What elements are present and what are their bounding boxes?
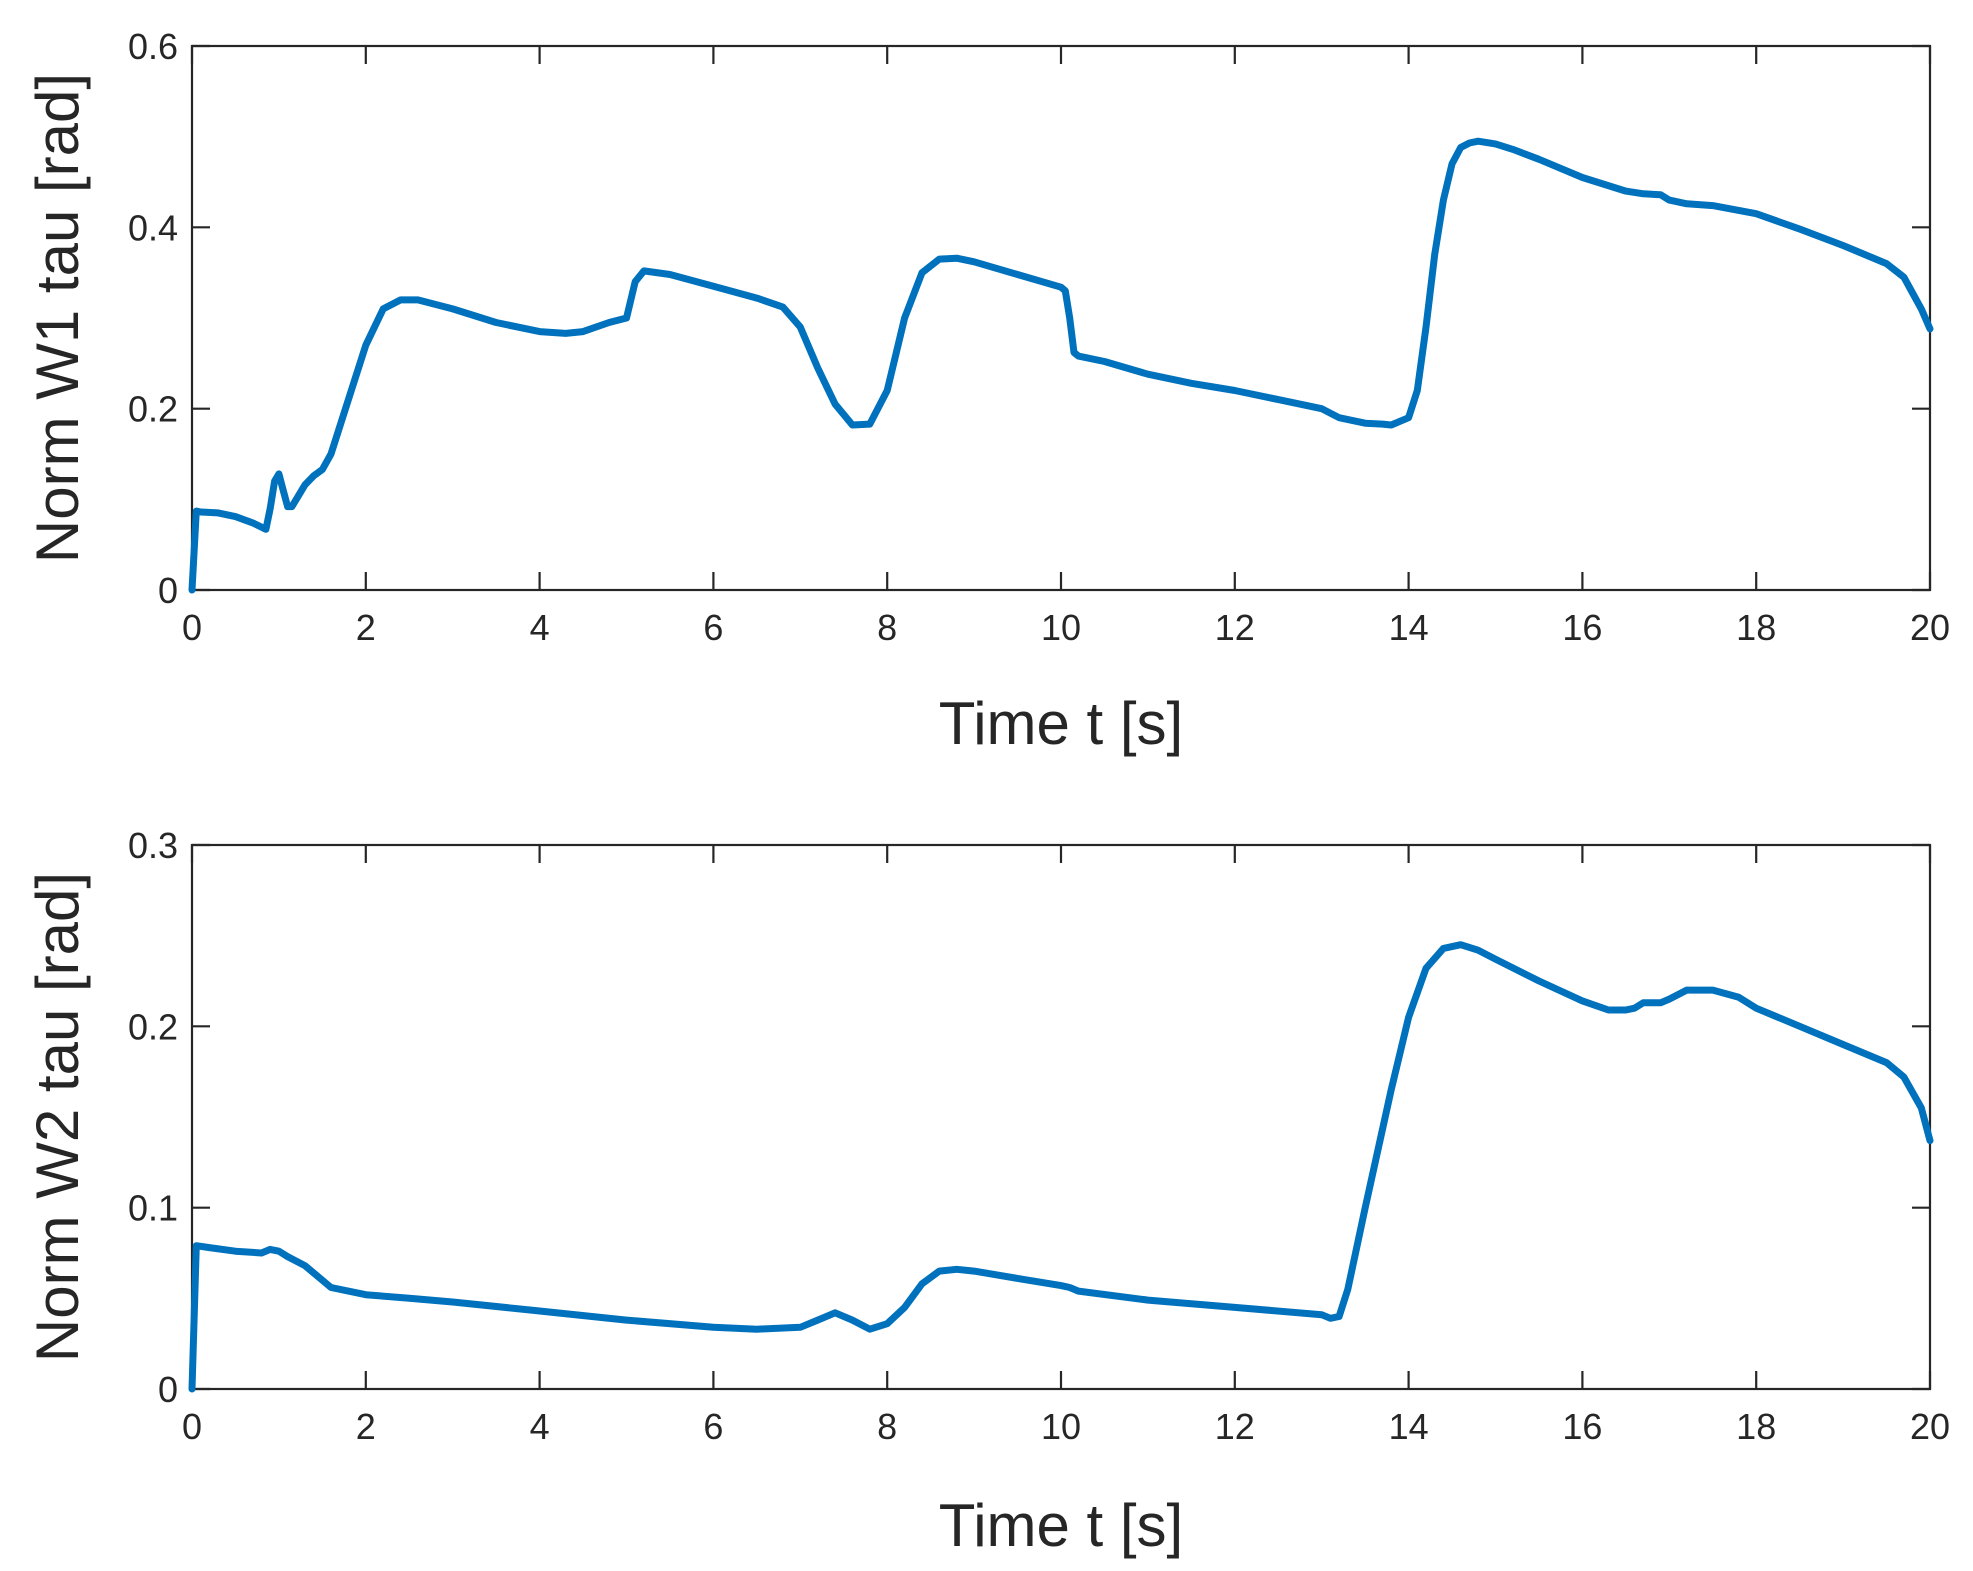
series-w1 xyxy=(188,137,1934,594)
x-tick-label: 10 xyxy=(1041,607,1081,648)
x-tick-label: 2 xyxy=(356,607,376,648)
y-tick-label: 0 xyxy=(158,1369,178,1410)
x-tick-label: 16 xyxy=(1562,1406,1602,1447)
x-tick-label: 16 xyxy=(1562,607,1602,648)
y-tick-label: 0.3 xyxy=(128,825,178,866)
x-tick-label: 6 xyxy=(703,607,723,648)
series-line-w1 xyxy=(188,137,1934,594)
x-tick-label: 4 xyxy=(530,607,550,648)
x-tick-label: 2 xyxy=(356,1406,376,1447)
x-axis-label-w1: Time t [s] xyxy=(939,690,1183,757)
subplot-w2: 00.10.20.3 0 2 4 6 8 10 12 14 16 18 20 Time t [s] … xyxy=(24,825,1950,1559)
y-tick-label: 0.4 xyxy=(128,207,178,248)
y-tick-label: 0 xyxy=(158,570,178,611)
x-ticks-w1: 0 2 4 6 8 10 12 14 16 18 20 xyxy=(182,46,1950,648)
x-tick-label: 0 xyxy=(182,607,202,648)
x-tick-label: 12 xyxy=(1215,607,1255,648)
y-tick-label: 0.2 xyxy=(128,389,178,430)
x-tick-label: 0 xyxy=(182,1406,202,1447)
x-tick-label: 14 xyxy=(1389,1406,1429,1447)
y-tick-label: 0.2 xyxy=(128,1006,178,1047)
x-tick-label: 20 xyxy=(1910,1406,1950,1447)
x-tick-label: 14 xyxy=(1389,607,1429,648)
axes-box-w2 xyxy=(190,843,1932,1391)
x-tick-label: 8 xyxy=(877,607,897,648)
y-ticks-w1: 0 0.2 0.4 0.6 xyxy=(128,26,1930,611)
x-axis-label-w2: Time t [s] xyxy=(939,1492,1183,1559)
x-tick-label: 18 xyxy=(1736,1406,1776,1447)
series-w2 xyxy=(188,941,1934,1393)
subplot-w1: 00.20.40.6 0 2 4 6 8 10 12 14 16 18 20 Time t [s] … xyxy=(24,26,1950,757)
y-axis-label-w2: Norm W2 tau [rad] xyxy=(24,872,91,1362)
x-tick-label: 18 xyxy=(1736,607,1776,648)
series-line-w2 xyxy=(188,941,1934,1393)
y-tick-label: 0.1 xyxy=(128,1188,178,1229)
x-tick-label: 20 xyxy=(1910,607,1950,648)
y-tick-label: 0.6 xyxy=(128,26,178,67)
x-tick-label: 10 xyxy=(1041,1406,1081,1447)
y-axis-label-w1: Norm W1 tau [rad] xyxy=(24,73,91,563)
x-tick-label: 12 xyxy=(1215,1406,1255,1447)
x-tick-label: 8 xyxy=(877,1406,897,1447)
axes-box-w1 xyxy=(190,44,1932,592)
y-ticks-w2: 0 0.1 0.2 0.3 xyxy=(128,825,1930,1410)
x-ticks-w2: 0 2 4 6 8 10 12 14 16 18 20 xyxy=(182,845,1950,1447)
x-tick-label: 4 xyxy=(530,1406,550,1447)
x-tick-label: 6 xyxy=(703,1406,723,1447)
